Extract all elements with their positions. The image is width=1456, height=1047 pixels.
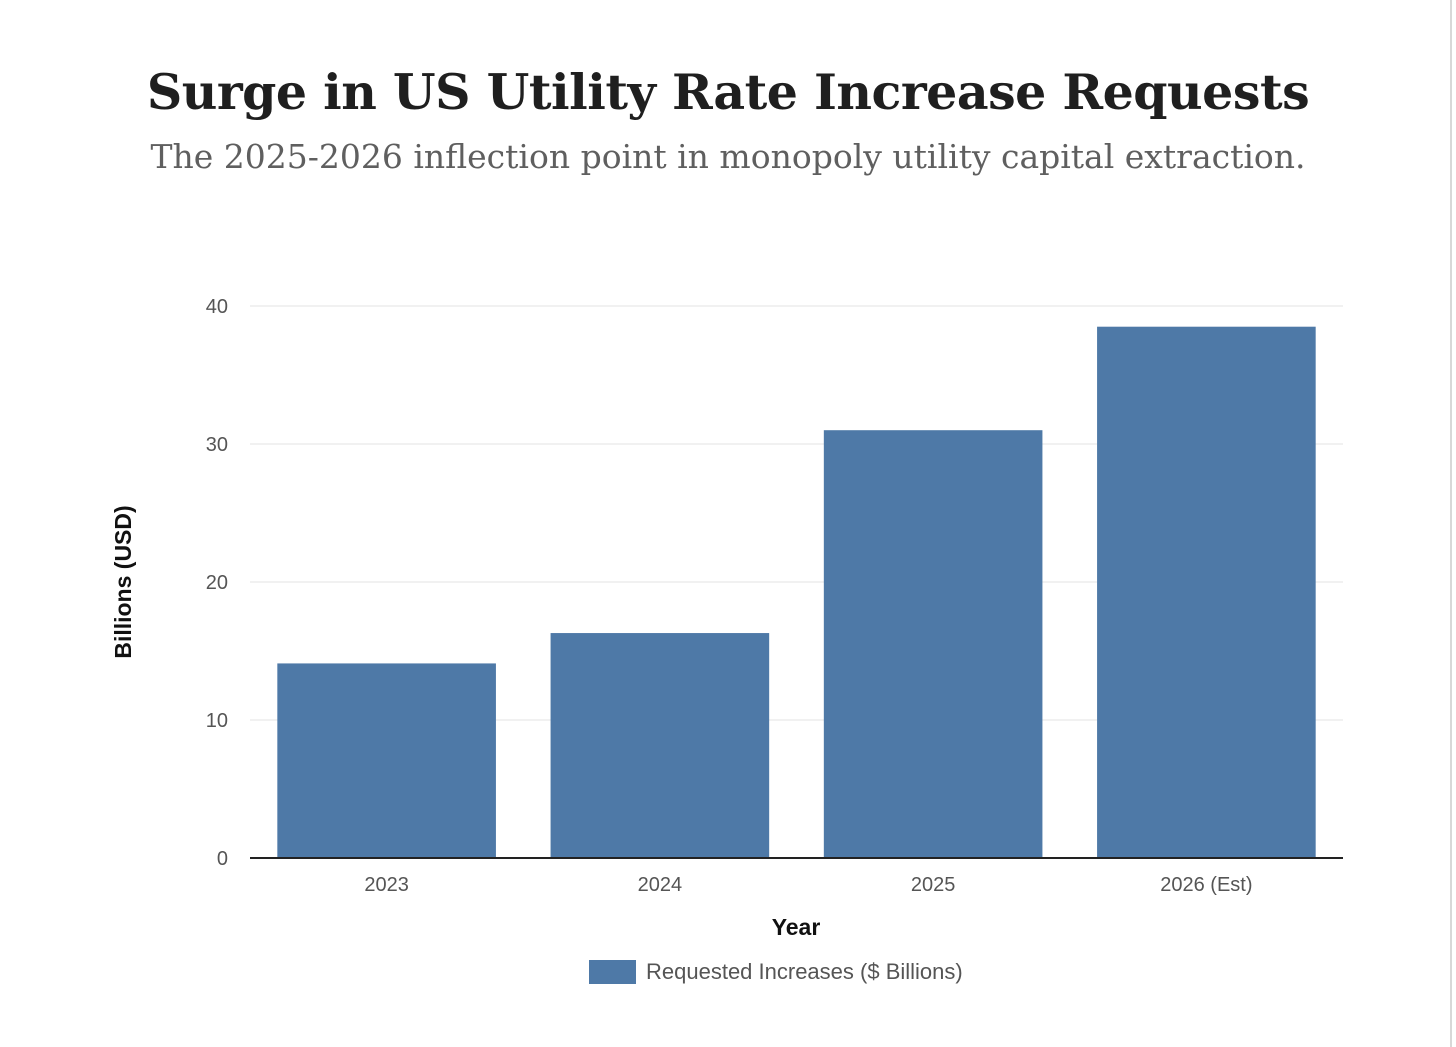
y-tick-label: 40 [206,296,228,318]
x-tick-label: 2023 [364,874,409,896]
y-axis-title: Billions (USD) [110,505,136,658]
x-axis-title: Year [772,914,821,940]
x-tick-label: 2024 [638,874,683,896]
legend-label: Requested Increases ($ Billions) [646,959,963,984]
bar [1097,326,1316,858]
chart-subtitle: The 2025-2026 inflection point in monopo… [150,137,1306,176]
y-tick-labels: 0 10 20 30 40 [206,296,228,870]
x-tick-label: 2026 (Est) [1160,874,1252,896]
y-tick-label: 20 [206,572,228,594]
y-tick-label: 0 [217,848,228,870]
x-tick-labels: 2023 2024 2025 2026 (Est) [364,874,1252,896]
right-edge-divider [1450,0,1452,1047]
bar [277,663,496,858]
bar [823,430,1043,858]
bar [550,633,770,858]
legend-swatch [589,960,636,984]
y-tick-label: 10 [206,710,228,732]
x-tick-label: 2025 [911,874,956,896]
y-tick-label: 30 [206,434,228,456]
bars [277,326,1316,858]
chart-title: Surge in US Utility Rate Increase Reques… [146,63,1310,121]
legend: Requested Increases ($ Billions) [589,959,963,984]
